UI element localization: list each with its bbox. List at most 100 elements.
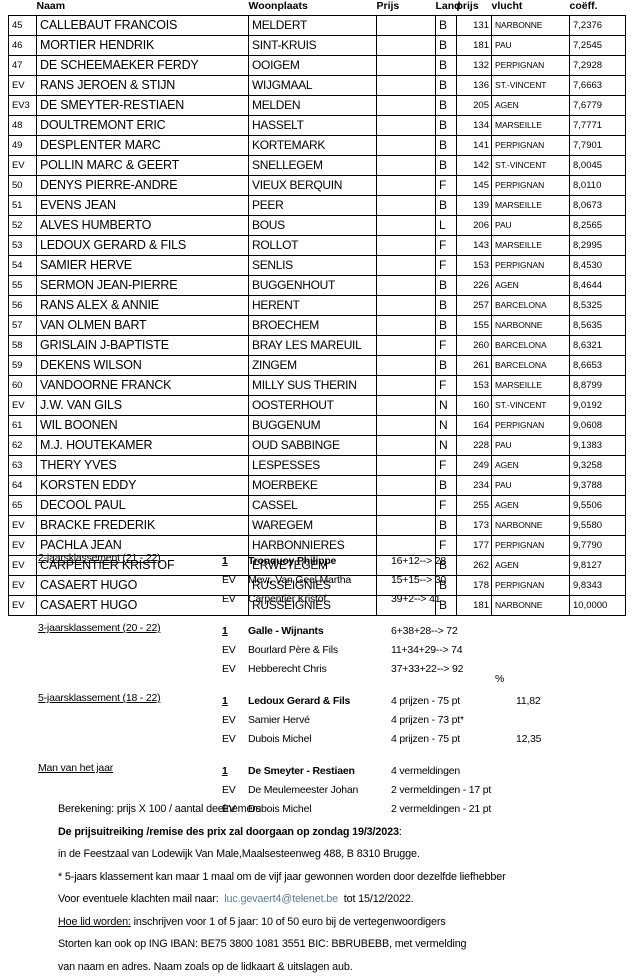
row-land: F (436, 456, 457, 476)
row-land: B (436, 76, 457, 96)
row-persoon-prijs: 131 (457, 16, 492, 36)
classification-rank: EV (222, 571, 248, 590)
classification-name: Carpentier Kristof (248, 590, 391, 609)
classification-detail: 16+12--> 28 (391, 552, 516, 571)
row-woonplaats: OUD SABBINGE (249, 436, 377, 456)
row-vlucht: MARSEILLE (492, 376, 570, 396)
row-prijs (377, 116, 436, 136)
row-persoon-prijs: 134 (457, 116, 492, 136)
row-prijs (377, 436, 436, 456)
classification-rank: EV (222, 641, 248, 660)
row-coeff: 8,8799 (570, 376, 626, 396)
note-feestzaal: in de Feestzaal van Lodewijk Van Male,Ma… (58, 843, 639, 866)
row-land: B (436, 276, 457, 296)
row-rank: 50 (9, 176, 37, 196)
classification-name: Galle - Wijnants (248, 622, 391, 641)
row-coeff: 8,0045 (570, 156, 626, 176)
row-land: B (436, 476, 457, 496)
row-naam: DECOOL PAUL (37, 496, 249, 516)
note-lid-worden: Hoe lid worden: inschrijven voor 1 of 5 … (58, 911, 639, 934)
note-prijsuitreiking-text: De prijsuitreiking /remise des prix zal … (58, 826, 399, 838)
row-rank: 47 (9, 56, 37, 76)
row-coeff: 8,0110 (570, 176, 626, 196)
row-vlucht: AGEN (492, 456, 570, 476)
classification-detail: 6+38+28--> 72 (391, 622, 516, 641)
row-woonplaats: WAREGEM (249, 516, 377, 536)
row-woonplaats: SNELLEGEM (249, 156, 377, 176)
classification-percent: 12,35 (516, 730, 576, 749)
row-vlucht: AGEN (492, 496, 570, 516)
row-coeff: 7,6663 (570, 76, 626, 96)
row-prijs (377, 276, 436, 296)
row-persoon-prijs: 164 (457, 416, 492, 436)
table-header-row: Naam Woonplaats Prijs Land prijs vlucht … (9, 0, 626, 16)
results-table-header: Naam Woonplaats Prijs Land prijs vlucht … (9, 0, 626, 16)
row-persoon-prijs: 145 (457, 176, 492, 196)
note-storten: Storten kan ook op ING IBAN: BE75 3800 1… (58, 933, 639, 956)
row-woonplaats: OOSTERHOUT (249, 396, 377, 416)
classification-name: Samier Hervé (248, 711, 391, 730)
row-land: B (436, 196, 457, 216)
classification-name: Ledoux Gerard & Fils (248, 692, 391, 711)
row-naam: BRACKE FREDERIK (37, 516, 249, 536)
row-rank: 60 (9, 376, 37, 396)
email-link[interactable]: luc.gevaert4@telenet.be (224, 893, 338, 905)
classification-detail: 4 prijzen - 73 pt* (391, 711, 516, 730)
row-naam: DESPLENTER MARC (37, 136, 249, 156)
row-rank: EV (9, 156, 37, 176)
row-land: B (436, 136, 457, 156)
row-prijs (377, 216, 436, 236)
classification-name: Bourlard Père & Fils (248, 641, 391, 660)
row-woonplaats: BUGGENHOUT (249, 276, 377, 296)
row-woonplaats: VIEUX BERQUIN (249, 176, 377, 196)
classification-name: Mevr. Van Geel Martha (248, 571, 391, 590)
classification-title: Man van het jaar (38, 762, 113, 774)
row-land: N (436, 416, 457, 436)
row-prijs (377, 456, 436, 476)
row-vlucht: PERPIGNAN (492, 176, 570, 196)
row-persoon-prijs: 139 (457, 196, 492, 216)
classification-name: Dubois Michel (248, 730, 391, 749)
row-land: B (436, 356, 457, 376)
row-persoon-prijs: 249 (457, 456, 492, 476)
classification-percent: 11,82 (516, 692, 576, 711)
row-coeff: 9,3258 (570, 456, 626, 476)
row-persoon-prijs: 234 (457, 476, 492, 496)
footer-notes-section: Berekening: prijs X 100 / aantal deelnem… (0, 798, 639, 978)
row-woonplaats: LESPESSES (249, 456, 377, 476)
row-naam: RANS JEROEN & STIJN (37, 76, 249, 96)
row-naam: VAN OLMEN BART (37, 316, 249, 336)
row-prijs (377, 256, 436, 276)
note-lid-worden-rest: inschrijven voor 1 of 5 jaar: 10 of 50 e… (134, 916, 446, 928)
row-persoon-prijs: 153 (457, 376, 492, 396)
classification-detail: 11+34+29--> 74 (391, 641, 516, 660)
classification-title: 2-jaarsklassement (21 - 22) (38, 552, 160, 564)
row-naam: KORSTEN EDDY (37, 476, 249, 496)
results-table-container: Naam Woonplaats Prijs Land prijs vlucht … (8, 0, 606, 616)
row-woonplaats: CASSEL (249, 496, 377, 516)
row-rank: 53 (9, 236, 37, 256)
row-vlucht: PAU (492, 216, 570, 236)
row-coeff: 8,4530 (570, 256, 626, 276)
row-vlucht: PAU (492, 36, 570, 56)
row-vlucht: AGEN (492, 276, 570, 296)
row-woonplaats: MELDEN (249, 96, 377, 116)
row-vlucht: ST.-VINCENT (492, 76, 570, 96)
row-land: N (436, 396, 457, 416)
classification-detail: 4 vermeldingen (391, 762, 516, 781)
row-rank: 45 (9, 16, 37, 36)
